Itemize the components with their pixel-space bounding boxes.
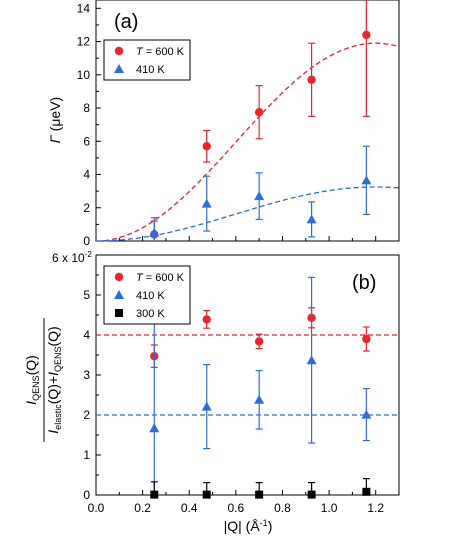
legend-marker bbox=[114, 272, 124, 282]
data-point bbox=[254, 191, 265, 201]
y-tick-label: 8 bbox=[83, 101, 90, 115]
data-point bbox=[306, 355, 317, 365]
panel-a-frame bbox=[95, 0, 400, 242]
legend-entry: 300 K bbox=[136, 308, 165, 320]
panel-a: 0 2 4 6 8 10 12 14 (a) T = 600 K 410 K Γ (μeV) bbox=[47, 0, 400, 248]
panel-b-reference-lines bbox=[96, 334, 399, 416]
panel-b-legend: T = 600 K 410 K 300 K bbox=[103, 265, 191, 325]
data-point bbox=[149, 227, 160, 237]
data-point bbox=[150, 490, 159, 499]
y-tick-label: 1 bbox=[83, 448, 90, 462]
x-tick-label: 0.0 bbox=[88, 501, 105, 515]
x-tick-label: 0.4 bbox=[181, 501, 198, 515]
fit-curve bbox=[96, 186, 400, 242]
scale-factor-exponent: -2 bbox=[85, 250, 93, 259]
data-point bbox=[202, 315, 211, 324]
x-axis-title-exponent: -1 bbox=[260, 518, 268, 528]
panel-a-fits bbox=[96, 42, 400, 242]
data-point bbox=[254, 107, 264, 117]
y-tick-label: 2 bbox=[83, 201, 90, 215]
data-point bbox=[202, 142, 211, 151]
legend-entry: 410 K bbox=[136, 64, 165, 76]
data-point bbox=[307, 490, 316, 499]
x-tick-label: 1.2 bbox=[367, 501, 384, 515]
legend-marker bbox=[114, 64, 124, 73]
data-point bbox=[201, 198, 212, 208]
data-point bbox=[254, 394, 265, 404]
legend-entry: T = 600 K bbox=[136, 272, 185, 284]
x-axis-title: |Q| (Å-1) bbox=[224, 518, 273, 534]
panel-b-ticks: 0 1 2 3 4 5 0.0 0.2 0.4 0.6 0.8 1.0 1.2 bbox=[83, 274, 400, 515]
y-tick-label: 0 bbox=[83, 234, 90, 248]
x-tick-label: 0.8 bbox=[274, 501, 291, 515]
fit-curve bbox=[96, 42, 400, 242]
data-point bbox=[149, 423, 160, 433]
y-tick-label: 12 bbox=[77, 35, 91, 49]
y-tick-label: 3 bbox=[83, 368, 90, 382]
panel-a-label: (a) bbox=[114, 11, 138, 33]
y-tick-label: 5 bbox=[83, 288, 90, 302]
data-point bbox=[255, 490, 264, 499]
legend-marker bbox=[114, 290, 124, 299]
panel-b-y-scale-factor: 6 x 10-2 bbox=[52, 250, 92, 265]
y-tick-label: 14 bbox=[77, 1, 91, 15]
panel-b-marks bbox=[149, 276, 372, 499]
y-tick-label: 0 bbox=[83, 488, 90, 502]
y-tick-label: 2 bbox=[83, 408, 90, 422]
data-point bbox=[307, 75, 316, 84]
legend-entry: 410 K bbox=[136, 290, 165, 302]
panel-a-marks bbox=[149, 0, 372, 241]
legend-marker bbox=[114, 46, 124, 56]
legend-box bbox=[103, 39, 191, 81]
scale-factor-main: 6 x 10 bbox=[52, 251, 85, 265]
x-tick-label: 1.0 bbox=[321, 501, 338, 515]
data-point bbox=[254, 337, 264, 346]
x-axis-title-end: ) bbox=[268, 518, 273, 534]
data-point bbox=[201, 401, 212, 411]
y-tick-label: 10 bbox=[77, 68, 91, 82]
ratio-denominator: Ielastic(Q)+IQENS(Q) bbox=[45, 326, 63, 433]
y-tick-label: 4 bbox=[83, 168, 90, 182]
data-point bbox=[361, 175, 372, 185]
legend-marker bbox=[115, 309, 123, 317]
ratio-numerator: IQENS(Q) bbox=[23, 355, 41, 405]
panel-a-y-axis-title: Γ (μeV) bbox=[47, 97, 63, 143]
data-point bbox=[362, 30, 371, 40]
panel-a-ticks: 0 2 4 6 8 10 12 14 bbox=[77, 1, 400, 248]
data-point bbox=[362, 487, 371, 496]
data-point bbox=[362, 334, 371, 344]
panel-b: 0 1 2 3 4 5 0.0 0.2 0.4 0.6 0.8 1.0 1.2 (b) T = 600 … bbox=[23, 250, 400, 534]
data-point bbox=[202, 490, 211, 499]
y-tick-label: 4 bbox=[83, 328, 90, 342]
legend-entry: T = 600 K bbox=[136, 46, 185, 58]
gamma-symbol: Γ bbox=[47, 134, 63, 143]
y-tick-label: 6 bbox=[83, 134, 90, 148]
x-tick-label: 0.6 bbox=[228, 501, 245, 515]
x-axis-title-main: |Q| (Å bbox=[224, 518, 261, 534]
data-point bbox=[306, 214, 317, 224]
gamma-unit: (μeV) bbox=[47, 97, 63, 135]
data-point bbox=[361, 409, 372, 419]
panel-b-y-axis-title: IQENS(Q) Ielastic(Q)+IQENS(Q) bbox=[23, 318, 63, 442]
panel-a-legend: T = 600 K 410 K bbox=[103, 39, 191, 81]
panel-b-label: (b) bbox=[352, 272, 376, 294]
x-tick-label: 0.2 bbox=[134, 501, 151, 515]
